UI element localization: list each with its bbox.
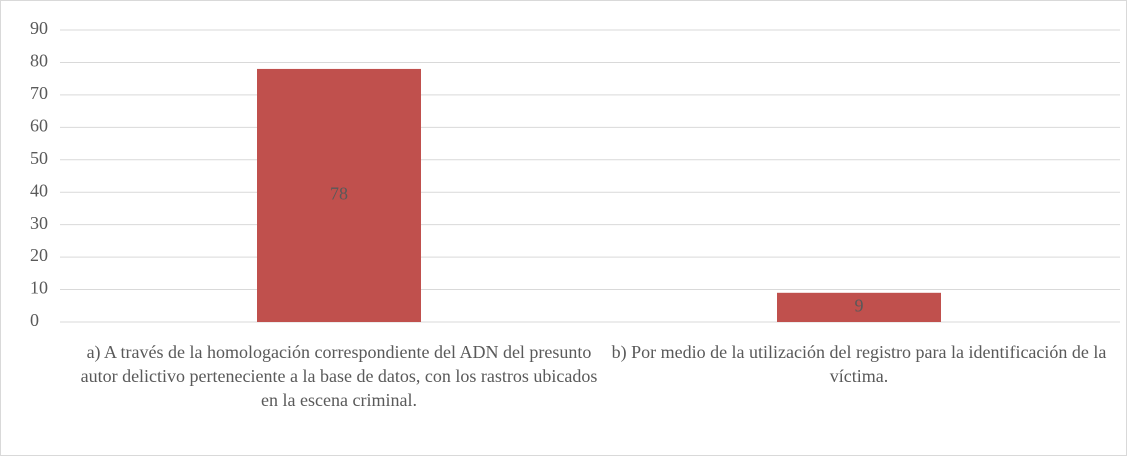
y-tick-label: 30 [30, 213, 48, 233]
y-tick-label: 20 [30, 245, 48, 265]
y-tick-label: 80 [30, 51, 48, 71]
bar [777, 292, 941, 322]
y-tick-label: 40 [30, 180, 48, 200]
y-tick-label: 60 [30, 115, 48, 135]
y-tick-label: 70 [30, 83, 48, 103]
x-tick-label: a) A través de la homologación correspon… [80, 342, 598, 410]
data-label: 78 [330, 184, 348, 204]
y-tick-label: 50 [30, 148, 48, 168]
y-tick-label: 10 [30, 278, 48, 298]
y-tick-label: 90 [30, 18, 48, 38]
y-tick-label: 0 [30, 310, 39, 330]
x-tick-label: b) Por medio de la utilización del regis… [611, 342, 1107, 386]
data-label: 9 [855, 296, 864, 316]
bar [257, 68, 421, 322]
